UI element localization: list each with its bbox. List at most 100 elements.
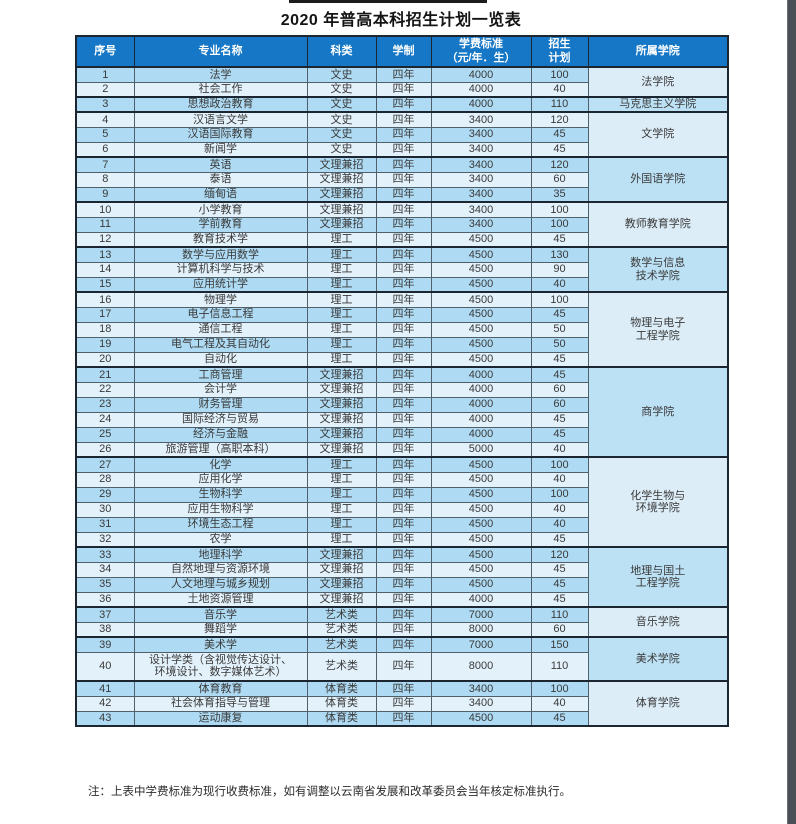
table-row: 42 社会体育指导与管理 体育类 四年 3400 40	[75, 695, 728, 712]
top-edge-ui-fragment	[289, 0, 487, 3]
table-row: 9 缅甸语 文理兼招 四年 3400 35	[75, 186, 728, 203]
cell-plan: 45	[530, 141, 589, 158]
cell-plan: 130	[530, 246, 589, 263]
cell-tuition: 3400	[430, 141, 532, 158]
cell-major: 美术学	[133, 636, 308, 653]
cell-major: 经济与金融	[133, 426, 308, 443]
cell-duration: 四年	[375, 96, 432, 113]
cell-plan: 120	[530, 156, 589, 173]
cell-duration: 四年	[375, 321, 432, 338]
cell-no: 16	[75, 291, 135, 308]
table-row: 27 化学 理工 四年 4500 100 化学生物与 环境学院	[75, 456, 729, 548]
cell-no: 39	[75, 636, 135, 653]
cell-major: 工商管理	[133, 366, 308, 383]
column-header-duration: 学制	[375, 35, 432, 68]
cell-major: 应用化学	[133, 471, 308, 488]
cell-major: 社会工作	[133, 81, 308, 98]
cell-category: 体育类	[306, 710, 377, 727]
cell-tuition: 4500	[430, 531, 532, 548]
cell-tuition: 4000	[430, 426, 532, 443]
cell-duration: 四年	[375, 366, 432, 383]
cell-duration: 四年	[375, 591, 432, 608]
table-row: 20 自动化 理工 四年 4500 45	[75, 351, 728, 368]
cell-major: 泰语	[133, 171, 308, 188]
cell-tuition: 3400	[430, 111, 532, 128]
table-row: 25 经济与金融 文理兼招 四年 4000 45	[75, 426, 728, 443]
cell-category: 艺术类	[306, 606, 377, 623]
cell-major: 农学	[133, 531, 308, 548]
viewer-right-edge	[787, 0, 796, 824]
table-row: 24 国际经济与贸易 文理兼招 四年 4000 45	[75, 411, 728, 428]
cell-plan: 100	[530, 66, 589, 83]
cell-no: 29	[75, 486, 135, 503]
cell-duration: 四年	[375, 531, 432, 548]
column-header-no: 序号	[75, 35, 135, 68]
cell-major: 物理学	[133, 291, 308, 308]
cell-no: 11	[75, 216, 135, 233]
cell-major: 化学	[133, 456, 308, 473]
cell-tuition: 4500	[430, 351, 532, 368]
cell-college: 马克思主义学院	[587, 96, 729, 113]
cell-duration: 四年	[375, 81, 432, 98]
cell-duration: 四年	[375, 651, 432, 682]
cell-category: 文史	[306, 66, 377, 83]
cell-tuition: 4500	[430, 456, 532, 473]
cell-category: 艺术类	[306, 621, 377, 638]
cell-duration: 四年	[375, 231, 432, 248]
cell-tuition: 4000	[430, 66, 532, 83]
cell-plan: 45	[530, 366, 589, 383]
column-header-college: 所属学院	[587, 35, 729, 68]
cell-category: 理工	[306, 276, 377, 293]
cell-plan: 40	[530, 276, 589, 293]
cell-plan: 90	[530, 261, 589, 278]
cell-plan: 110	[530, 96, 589, 113]
cell-duration: 四年	[375, 261, 432, 278]
cell-tuition: 4500	[430, 291, 532, 308]
cell-no: 6	[75, 141, 135, 158]
table-row: 7 英语 文理兼招 四年 3400 120 外国语学院	[75, 156, 729, 203]
cell-major: 法学	[133, 66, 308, 83]
cell-duration: 四年	[375, 246, 432, 263]
cell-category: 理工	[306, 261, 377, 278]
cell-duration: 四年	[375, 606, 432, 623]
cell-no: 27	[75, 456, 135, 473]
cell-college: 体育学院	[587, 680, 729, 727]
cell-plan: 110	[530, 606, 589, 623]
cell-plan: 45	[530, 351, 589, 368]
table-row: 43 运动康复 体育类 四年 4500 45	[75, 710, 728, 727]
cell-duration: 四年	[375, 441, 432, 458]
cell-no: 8	[75, 171, 135, 188]
cell-college: 外国语学院	[587, 156, 729, 203]
cell-tuition: 8000	[430, 621, 532, 638]
cell-major: 财务管理	[133, 396, 308, 413]
cell-plan: 45	[530, 531, 589, 548]
cell-category: 体育类	[306, 680, 377, 697]
cell-category: 文理兼招	[306, 426, 377, 443]
table-row: 26 旅游管理（高职本科） 文理兼招 四年 5000 40	[75, 441, 728, 458]
cell-duration: 四年	[375, 486, 432, 503]
cell-no: 41	[75, 680, 135, 697]
cell-plan: 50	[530, 336, 589, 353]
cell-plan: 60	[530, 171, 589, 188]
cell-major: 自然地理与资源环境	[133, 561, 308, 578]
cell-category: 文史	[306, 126, 377, 143]
cell-major: 应用统计学	[133, 276, 308, 293]
cell-no: 38	[75, 621, 135, 638]
cell-category: 文理兼招	[306, 186, 377, 203]
table-row: 33 地理科学 文理兼招 四年 4500 120 地理与国土 工程学院	[75, 546, 729, 608]
cell-no: 9	[75, 186, 135, 203]
cell-no: 15	[75, 276, 135, 293]
cell-no: 32	[75, 531, 135, 548]
table-row: 1 法学 文史 四年 4000 100 法学院	[75, 66, 729, 98]
cell-plan: 40	[530, 695, 589, 712]
cell-duration: 四年	[375, 66, 432, 83]
cell-no: 3	[75, 96, 135, 113]
cell-tuition: 4500	[430, 276, 532, 293]
cell-category: 文史	[306, 111, 377, 128]
cell-major: 国际经济与贸易	[133, 411, 308, 428]
table-header-row: 序号 专业名称 科类 学制 学费标准 （元/年．生） 招生 计划 所属学院	[75, 35, 729, 68]
cell-tuition: 3400	[430, 156, 532, 173]
cell-tuition: 4500	[430, 546, 532, 563]
cell-college: 教师教育学院	[587, 201, 729, 248]
cell-no: 33	[75, 546, 135, 563]
